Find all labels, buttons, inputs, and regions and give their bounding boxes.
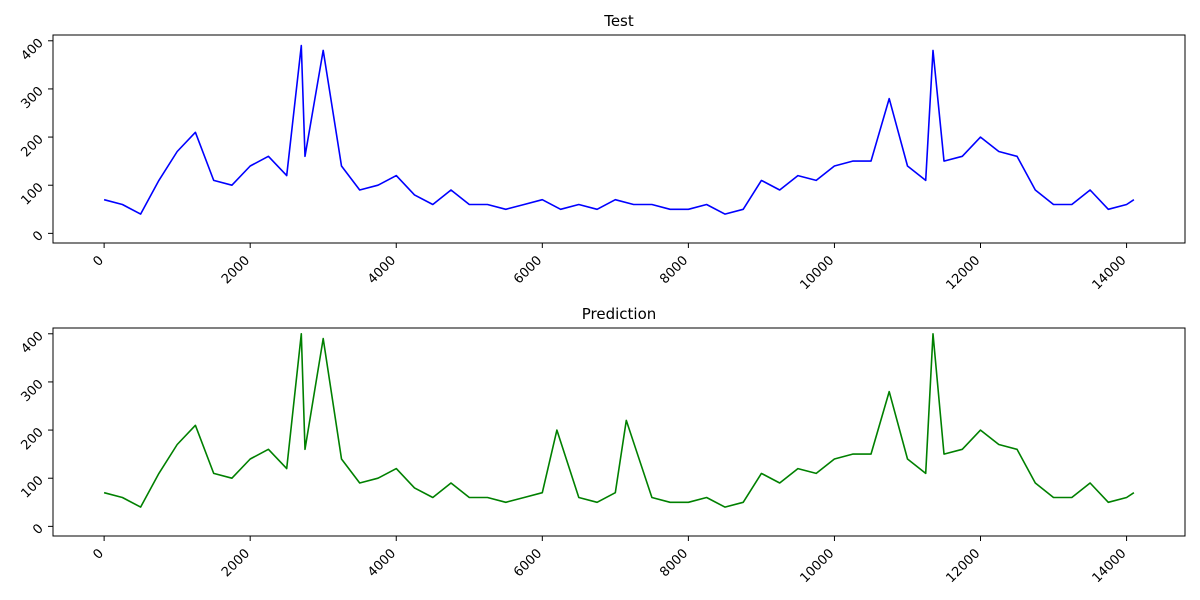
chart-title: Test	[603, 12, 634, 30]
y-tick-label: 300	[18, 84, 46, 112]
x-tick-label: 6000	[511, 253, 545, 287]
series-line	[103, 332, 1135, 508]
x-tick-label: 14000	[1090, 253, 1130, 293]
x-tick-label: 8000	[657, 546, 691, 580]
x-tick-label: 6000	[511, 546, 545, 580]
y-tick-label: 200	[18, 425, 46, 453]
series-line	[103, 44, 1135, 215]
axes-frame	[52, 327, 1186, 537]
test-chart: Test 0 2000 4000 6000 8000 10000 12000 14000 0 1…	[18, 12, 1186, 293]
y-tick-label: 400	[18, 36, 46, 64]
y-tick-label: 100	[18, 180, 46, 208]
x-tick-label: 12000	[943, 253, 983, 293]
y-tick-label: 400	[18, 329, 46, 357]
y-tick-label: 0	[30, 521, 46, 537]
x-tick-label: 8000	[657, 253, 691, 287]
x-tick-label: 0	[90, 546, 106, 562]
y-tick-label: 200	[18, 132, 46, 160]
chart-title: Prediction	[582, 305, 657, 323]
plot-area	[103, 332, 1135, 508]
y-axis: 0 100 200 300 400	[18, 36, 53, 245]
x-tick-label: 0	[90, 253, 106, 269]
prediction-chart: Prediction 0 2000 4000 6000 8000 10000 12000 14…	[18, 305, 1186, 586]
x-axis: 0 2000 4000 6000 8000 10000 12000 14000	[90, 536, 1129, 586]
x-tick-label: 10000	[797, 253, 837, 293]
x-axis: 0 2000 4000 6000 8000 10000 12000 14000	[90, 243, 1129, 293]
x-tick-label: 2000	[219, 546, 253, 580]
y-tick-label: 0	[30, 228, 46, 244]
axes-frame	[52, 34, 1186, 244]
y-tick-label: 100	[18, 473, 46, 501]
x-tick-label: 4000	[365, 546, 399, 580]
x-tick-label: 4000	[365, 253, 399, 287]
x-tick-label: 12000	[943, 546, 983, 586]
x-tick-label: 14000	[1090, 546, 1130, 586]
plot-area	[103, 44, 1135, 215]
y-axis: 0 100 200 300 400	[18, 329, 53, 538]
x-tick-label: 10000	[797, 546, 837, 586]
y-tick-label: 300	[18, 377, 46, 405]
x-tick-label: 2000	[219, 253, 253, 287]
